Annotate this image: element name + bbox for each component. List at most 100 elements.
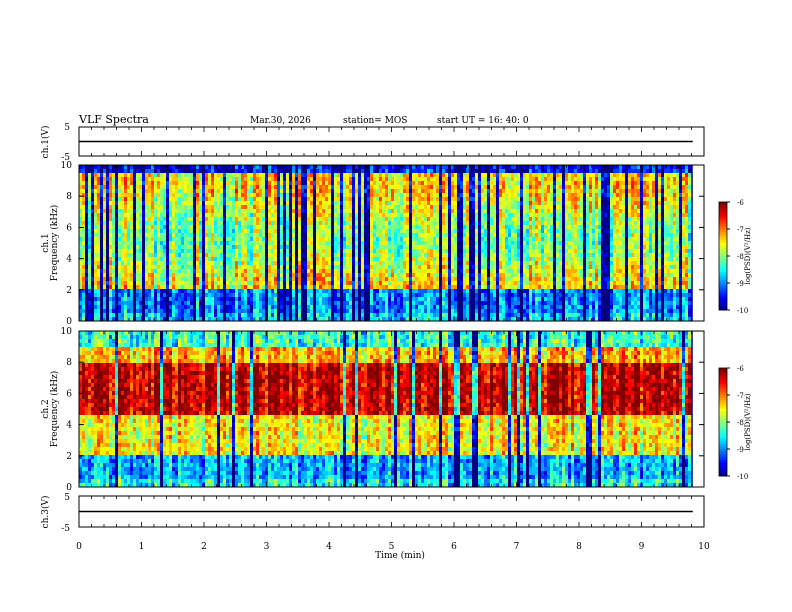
spectrogram-cell [364, 181, 368, 186]
spectrogram-cell [358, 165, 362, 170]
spectrogram-cell [289, 165, 293, 170]
spectrogram-cell [247, 261, 251, 266]
spectrogram-cell [382, 281, 386, 286]
spectrogram-cell [355, 269, 359, 274]
spectrogram-cell [121, 169, 125, 174]
spectrogram-cell [298, 289, 302, 294]
spectrogram-cell [430, 265, 434, 270]
spectrogram-cell [334, 233, 338, 238]
spectrogram-cell [394, 201, 398, 206]
spectrogram-cell [202, 209, 206, 214]
spectrogram-cell [253, 209, 257, 214]
spectrogram-cell [364, 173, 368, 178]
spectrogram-cell [97, 253, 101, 258]
spectrogram-cell [409, 309, 413, 314]
spectrogram-cell [394, 277, 398, 282]
spectrogram-cell [130, 293, 134, 298]
spectrogram-cell [103, 225, 107, 230]
spectrogram-cell [244, 181, 248, 186]
spectrogram-cell [226, 293, 230, 298]
spectrogram-cell [97, 173, 101, 178]
spectrogram-cell [82, 213, 86, 218]
spectrogram-cell [295, 173, 299, 178]
spectrogram-cell [400, 197, 404, 202]
spectrogram-cell [421, 229, 425, 234]
spectrogram-cell [397, 181, 401, 186]
spectrogram-cell [364, 185, 368, 190]
spectrogram-cell [337, 177, 341, 182]
spectrogram-cell [262, 233, 266, 238]
spectrogram-cell [160, 217, 164, 222]
spectrogram-cell [226, 241, 230, 246]
spectrogram-cell [415, 169, 419, 174]
spectrogram-cell [460, 289, 464, 294]
spectrogram-cell [385, 277, 389, 282]
spectrogram-cell [145, 265, 149, 270]
spectrogram-cell [85, 165, 89, 170]
spectrogram-cell [106, 265, 110, 270]
spectrogram-cell [235, 241, 239, 246]
spectrogram-cell [211, 241, 215, 246]
spectrogram-cell [295, 301, 299, 306]
spectrogram-cell [148, 177, 152, 182]
spectrogram-cell [430, 169, 434, 174]
spectrogram-cell [388, 277, 392, 282]
spectrogram-cell [184, 197, 188, 202]
spectrogram-cell [373, 301, 377, 306]
spectrogram-cell [268, 197, 272, 202]
spectrogram-cell [151, 165, 155, 170]
spectrogram-cell [415, 285, 419, 290]
spectrogram-cell [220, 221, 224, 226]
spectrogram-cell [451, 289, 455, 294]
spectrogram-cell [442, 245, 446, 250]
spectrogram-cell [370, 229, 374, 234]
spectrogram-cell [328, 225, 332, 230]
spectrogram-cell [97, 309, 101, 314]
spectrogram-cell [454, 269, 458, 274]
spectrogram-cell [376, 225, 380, 230]
spectrogram-cell [148, 181, 152, 186]
spectrogram-cell [259, 197, 263, 202]
spectrogram-cell [232, 269, 236, 274]
spectrogram-cell [460, 173, 464, 178]
spectrogram-cell [286, 285, 290, 290]
spectrogram-cell [265, 313, 269, 318]
spectrogram-cell [187, 309, 191, 314]
spectrogram-cell [436, 169, 440, 174]
spectrogram-cell [109, 257, 113, 262]
spectrogram-cell [214, 285, 218, 290]
spectrogram-cell [238, 181, 242, 186]
spectrogram-cell [214, 261, 218, 266]
spectrogram-cell [181, 265, 185, 270]
spectrogram-cell [295, 269, 299, 274]
spectrogram-cell [139, 217, 143, 222]
spectrogram-cell [343, 217, 347, 222]
spectrogram-cell [178, 225, 182, 230]
spectrogram-cell [274, 229, 278, 234]
spectrogram-cell [280, 169, 284, 174]
spectrogram-cell [259, 269, 263, 274]
spectrogram-cell [205, 213, 209, 218]
spectrogram-cell [298, 221, 302, 226]
spectrogram-cell [382, 237, 386, 242]
spectrogram-cell [310, 241, 314, 246]
spectrogram-cell [124, 233, 128, 238]
spectrogram-cell [313, 241, 317, 246]
spectrogram-cell [343, 261, 347, 266]
spectrogram-cell [310, 281, 314, 286]
spectrogram-cell [133, 209, 137, 214]
spectrogram-cell [265, 273, 269, 278]
spectrogram-cell [154, 197, 158, 202]
spectrogram-cell [349, 229, 353, 234]
spectrogram-cell [133, 213, 137, 218]
spectrogram-cell [265, 257, 269, 262]
spectrogram-cell [112, 293, 116, 298]
spectrogram-cell [427, 277, 431, 282]
spectrogram-cell [412, 237, 416, 242]
spectrogram-cell [187, 245, 191, 250]
spectrogram-cell [181, 317, 185, 322]
spectrogram-cell [286, 233, 290, 238]
spectrogram-cell [253, 305, 257, 310]
spectrogram-cell [187, 177, 191, 182]
spectrogram-cell [247, 317, 251, 322]
